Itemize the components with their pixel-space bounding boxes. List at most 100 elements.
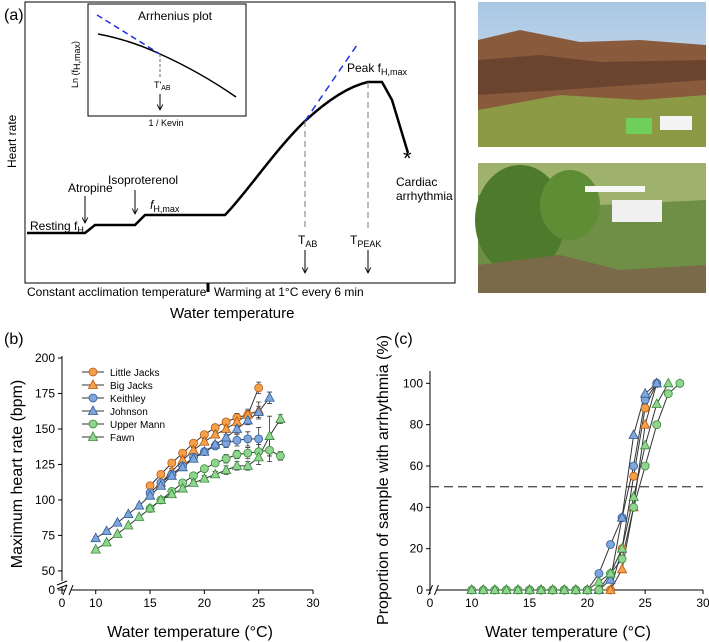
marker [675,378,685,388]
label-sub: H [77,225,84,235]
arrhenius-tangent [96,14,161,55]
legend-marker [88,393,98,403]
label-tail: ) [70,41,80,44]
marker [616,563,628,574]
y-tick-label: 75 [42,528,56,542]
legend-marker [87,405,99,415]
axis-break [62,584,68,596]
marker [166,469,178,480]
marker [112,516,123,527]
y-tick-label: 0 [416,583,423,597]
x-tick-label: 15 [523,596,537,610]
marker [639,439,651,450]
axis-break [60,581,64,587]
y-tick-label: 100 [403,376,423,390]
marker [605,573,616,584]
marker [220,423,232,433]
y-tick-label: 0 [48,583,55,597]
marker [558,584,570,594]
marker [616,542,628,553]
marker [606,540,615,549]
x-tick-label: 30 [696,596,709,610]
inset-x-label: 1 / Kevin [148,118,183,128]
label-text: Resting f [30,219,78,233]
panel-label: (b) [4,331,24,348]
label: fH,max [150,198,180,214]
marker [524,584,535,594]
legend-label: Big Jacks [110,381,153,392]
label-text: T' [154,80,161,90]
marker [90,543,101,554]
marker [177,461,188,472]
inset-y-label: Ln (fH,max) [70,41,82,88]
marker [220,431,232,442]
marker [199,445,210,456]
marker [221,454,231,464]
photo [475,163,706,293]
inset-marker-label: T'AB [154,80,171,92]
heart-rate-curve [27,80,410,235]
marker [220,464,232,475]
marker [123,508,134,519]
marker [593,575,605,586]
marker [605,584,616,594]
marker [629,461,639,471]
marker [209,428,221,439]
marker [501,584,512,594]
panel-label: (c) [394,331,413,348]
marker [547,584,558,594]
marker [243,434,253,444]
marker [663,377,674,388]
marker [188,452,199,463]
y-tick-label: 200 [35,351,55,365]
marker [199,435,210,446]
marker [232,450,242,459]
legend-marker [87,379,99,389]
label: Isoproterenol [108,173,178,187]
marker [640,461,650,471]
x-tick-label: 30 [306,596,320,610]
marker [489,584,501,594]
x-tick-label: 0 [427,596,434,610]
marker [628,429,639,439]
marker [264,430,275,440]
label-sub: H,max [72,43,82,70]
marker [112,528,123,538]
label: Cardiac [396,175,437,189]
legend-label: Johnson [110,407,148,418]
marker [617,554,627,564]
label: Atropine [68,181,113,195]
marker [101,525,112,536]
legend-label: Upper Mann [110,420,165,431]
marker [199,464,209,474]
label-text: Ln (f [70,69,80,88]
marker [209,468,221,479]
y-tick-label: 60 [410,459,424,473]
axis-break [430,588,437,592]
marker [652,420,662,430]
label-sub: H,max [381,67,408,77]
marker [651,377,663,388]
marker [640,403,650,413]
legend-label: Fawn [110,433,134,444]
y-tick-label: 175 [35,386,55,400]
diagram-frame [24,1,456,284]
marker [275,413,286,423]
marker [177,482,188,493]
y-tick-label: 50 [42,564,56,578]
axis-break [56,580,68,586]
y-tick-label: 125 [35,457,55,471]
marker [155,494,167,504]
label: Resting fH [30,219,84,235]
y-tick-label: 100 [35,493,55,507]
legend-marker [88,367,98,377]
marker [628,491,639,501]
axis-break [65,588,71,592]
label: arrhythmia [396,189,453,203]
label-sub: PEAK [357,239,381,249]
label-sub: AB [305,239,317,249]
marker [264,391,275,402]
marker [466,584,477,594]
label: Constant acclimation temperature [27,285,207,299]
marker [651,398,663,408]
